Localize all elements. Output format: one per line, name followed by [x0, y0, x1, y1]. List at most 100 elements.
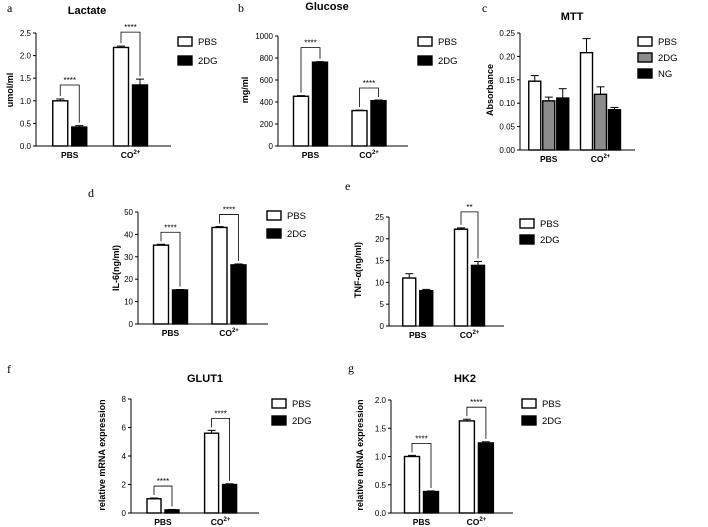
significance-label: **** [470, 398, 482, 407]
x-tick-label: CO2+ [359, 150, 379, 160]
legend-label: 2DG [287, 229, 307, 240]
y-tick-label: 0 [380, 322, 385, 331]
legend-label: PBS [292, 399, 311, 410]
significance-label: **** [304, 39, 316, 48]
significance-label: ** [466, 203, 472, 212]
significance-bracket [466, 406, 487, 439]
y-axis-label: TNF-α(ng/ml) [353, 242, 363, 298]
x-tick-label: PBS [540, 154, 558, 164]
panel-label: a [7, 1, 13, 15]
significance-label: **** [415, 434, 427, 443]
bar-PBS-PBS [152, 244, 170, 325]
y-tick-label: 0.0 [20, 142, 32, 151]
panel-c: c MTT Absorbance 0.00 0.05 0.10 0.15 0.20 0.25 PB… [482, 1, 678, 164]
legend-label: PBS [287, 211, 306, 222]
x-tick-label: PBS [409, 330, 427, 340]
x-tick-label: CO2+ [121, 150, 141, 160]
y-tick-label: 8 [122, 395, 127, 404]
y-tick-label: 25 [375, 213, 384, 222]
legend-swatch [519, 234, 535, 245]
y-tick-label: 800 [260, 54, 274, 63]
panel-label: b [238, 1, 244, 15]
y-tick-label: 2.0 [20, 52, 32, 61]
significance-bracket [411, 442, 432, 488]
significance-label: **** [363, 79, 375, 88]
legend-swatch [271, 415, 287, 426]
bar-PBS-PBS [402, 277, 417, 327]
legend-label: 2DG [292, 416, 312, 427]
legend-label: 2DG [438, 56, 458, 67]
legend-swatch [637, 36, 653, 47]
bar-2DG-CO [131, 84, 149, 147]
y-tick-label: 1.0 [20, 97, 32, 106]
y-tick-label: 1.5 [375, 424, 387, 433]
y-tick-label: 2.5 [20, 29, 32, 38]
y-tick-label: 0.25 [499, 29, 515, 38]
bar-2DG-CO [593, 93, 608, 151]
y-tick-label: 0.20 [499, 52, 515, 61]
legend-swatch [177, 55, 193, 66]
y-tick-label: 0.5 [20, 119, 32, 128]
significance-label: **** [64, 76, 76, 85]
y-tick-label: 5 [380, 300, 385, 309]
y-tick-label: 0.10 [499, 99, 515, 108]
chart-title: MTT [561, 11, 584, 23]
panel-label: f [7, 362, 11, 376]
y-tick-label: 2.0 [375, 396, 387, 405]
significance-bracket [219, 214, 239, 261]
significance-bracket [153, 485, 173, 507]
bar-2DG-CO [221, 483, 238, 514]
chart-title: Lactate [68, 5, 107, 17]
significance-label: **** [157, 477, 169, 486]
x-tick-label: PBS [154, 517, 172, 527]
significance-label: **** [214, 409, 226, 418]
y-tick-label: 600 [260, 76, 274, 85]
bar-PBS-CO [211, 226, 228, 325]
bar-PBS-CO [203, 432, 220, 514]
panel-g: g HK2 relative mRNA expression 0.0 0.5 1.0 1.5… [348, 361, 562, 527]
panel-label: g [348, 361, 354, 375]
y-axis-label: IL-6(ng/ml) [111, 245, 121, 291]
panel-a: a Lactate umol/ml 0.0 0.5 1.0 1.5 2.0 2.5 PBS CO2+… [5, 1, 218, 160]
legend-label: PBS [438, 37, 457, 48]
significance-bracket [59, 84, 80, 123]
y-tick-label: 15 [375, 257, 384, 266]
x-tick-label: CO2+ [591, 154, 611, 164]
panel-b: b Glucose mg/ml 0 200 400 600 800 1000 PBS CO2+ ***… [238, 1, 458, 160]
legend-label: 2DG [198, 56, 218, 67]
x-tick-superscript: 2+ [472, 330, 479, 336]
legend-label: 2DG [542, 416, 562, 427]
bar-PBS-CO [112, 46, 130, 147]
y-tick-label: 200 [260, 120, 274, 129]
legend-label: PBS [658, 37, 677, 48]
y-tick-label: 50 [124, 208, 133, 217]
panel-label: d [88, 186, 94, 200]
panel-e: e TNF-α(ng/ml) 0 5 10 15 20 25 PBS CO2+ ** PBS 2DG [345, 179, 560, 340]
legend-label: PBS [540, 219, 559, 230]
y-tick-label: 0 [122, 509, 127, 518]
bar-NG-CO [607, 109, 622, 151]
legend-label: 2DG [658, 53, 678, 64]
x-tick-superscript: 2+ [372, 150, 379, 156]
legend-swatch [177, 36, 193, 47]
bar-2DG-PBS [164, 509, 180, 514]
significance-bracket [211, 417, 230, 481]
y-tick-label: 0 [129, 320, 134, 329]
x-tick-label: CO2+ [219, 328, 239, 338]
y-tick-label: 0.00 [499, 146, 515, 155]
y-axis-label: relative mRNA expression [97, 399, 107, 510]
legend-label: 2DG [540, 235, 560, 246]
y-tick-label: 1.5 [20, 74, 32, 83]
bar-2DG-CO [370, 99, 387, 147]
bar-2DG-PBS [311, 61, 329, 147]
bar-PBS-PBS [528, 80, 542, 151]
bar-PBS-CO [351, 109, 368, 147]
significance-label: **** [164, 223, 176, 232]
y-tick-label: 30 [124, 253, 133, 262]
bar-2DG-PBS [171, 289, 189, 325]
y-tick-label: 6 [122, 424, 127, 433]
y-tick-label: 0.15 [499, 76, 515, 85]
x-tick-superscript: 2+ [603, 154, 610, 160]
bar-PBS-CO [579, 51, 594, 151]
legend-swatch [266, 228, 282, 239]
